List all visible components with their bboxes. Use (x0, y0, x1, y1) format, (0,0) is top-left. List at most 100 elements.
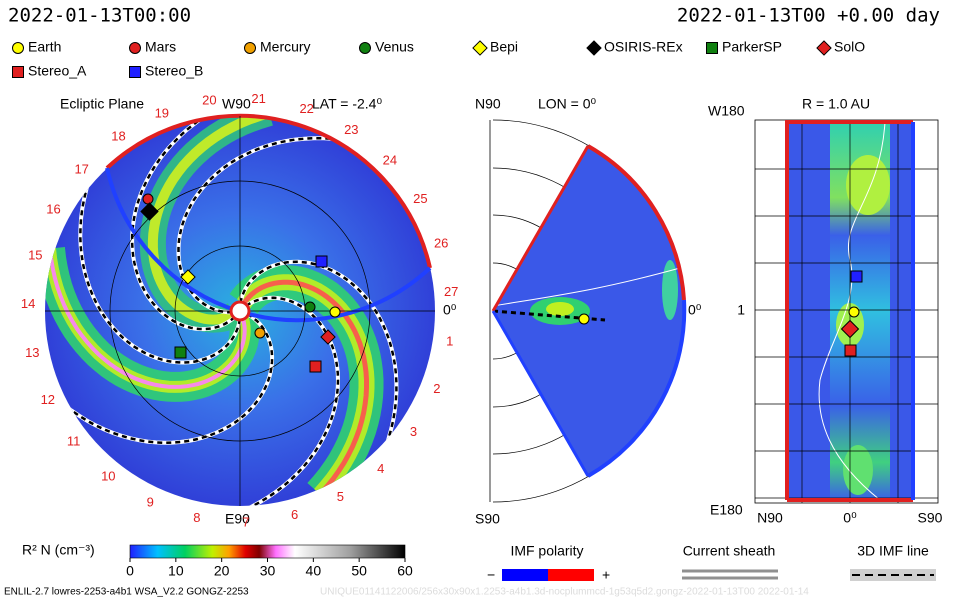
legend-label: Mars (145, 39, 176, 55)
sector-label: 14 (21, 296, 35, 311)
legend-label: Venus (375, 39, 414, 55)
sector-label: 1 (446, 333, 453, 348)
blob (546, 302, 574, 316)
legend-marker (359, 42, 371, 54)
imf-line (62, 313, 274, 445)
sector-label: 19 (155, 105, 169, 120)
sector-label: 16 (46, 202, 60, 217)
radial-title: R = 1.0 AU (802, 96, 870, 112)
colorbar-tick-label: 50 (351, 563, 367, 579)
colorbar-tick-label: 40 (306, 563, 322, 579)
ecliptic-title: Ecliptic Plane (60, 96, 144, 112)
marker-parker (174, 346, 187, 359)
sector-label: 25 (413, 191, 427, 206)
sector-label: 11 (67, 434, 81, 449)
sector-label: 2 (433, 381, 440, 396)
imf-title: IMF polarity (510, 543, 583, 559)
marker-stereo-a (309, 360, 322, 373)
legend-marker (12, 66, 24, 78)
meridional-top: N90 (475, 96, 501, 112)
radial-mid: 1 (737, 302, 745, 318)
marker-earth (578, 313, 590, 325)
imf-line (177, 136, 345, 314)
marker-earth (848, 306, 860, 318)
sector-label: 21 (251, 91, 265, 106)
radial-bottom-left: E180 (710, 502, 743, 518)
marker-osiris (140, 202, 159, 221)
imf-line (241, 296, 340, 506)
legend-marker (816, 40, 832, 56)
ring (174, 245, 306, 377)
imf-minus (502, 569, 548, 581)
meridional-bottom: S90 (475, 511, 500, 527)
legend-label: Bepi (490, 39, 518, 55)
sector-label: 5 (337, 489, 344, 504)
marker-venus (304, 301, 316, 313)
imf-plus (548, 569, 594, 581)
legend-label: ParkerSP (722, 39, 782, 55)
edge-red (785, 120, 913, 500)
sector-label: 23 (344, 122, 358, 137)
legend-marker (706, 42, 718, 54)
sector-label: 20 (202, 93, 216, 108)
radial-tick: 0⁰ (843, 510, 857, 526)
legend-label: OSIRIS-REx (604, 39, 683, 55)
imf-line (79, 179, 242, 364)
legend-marker (472, 40, 488, 56)
sector-label: 17 (74, 161, 88, 176)
time-right: 2022-01-13T00 +0.00 day (677, 5, 940, 27)
sector-label: 13 (25, 345, 39, 360)
blob (846, 155, 890, 215)
sector-label: 9 (147, 494, 154, 509)
lon: LON = 0⁰ (538, 96, 597, 112)
sector-label: 10 (101, 469, 115, 484)
ecliptic-bottom: E90 (225, 511, 250, 527)
radial-plot: W180 R = 1.0 AU 1 E180 N90 0⁰ S90 (708, 96, 943, 526)
colorbar-tick-label: 20 (214, 563, 230, 579)
radial-tick: S90 (918, 510, 943, 526)
legend-marker (129, 42, 141, 54)
blob (662, 260, 678, 320)
colorbar (129, 544, 406, 559)
marker-mercury (254, 327, 266, 339)
marker-solo (320, 329, 336, 345)
legend-label: Mercury (260, 39, 311, 55)
legend-label: Stereo_A (28, 63, 87, 79)
rim-red (105, 113, 432, 269)
sector-label: 22 (299, 101, 313, 116)
radial-top-left: W180 (708, 103, 745, 119)
ring (109, 180, 371, 442)
colorbar-ticks: 0 10 20 30 40 50 60 (126, 558, 413, 579)
legend-marker (12, 42, 24, 54)
legend: Earth Mars Mercury Venus Bepi OSIRIS-REx Parke… (12, 39, 865, 79)
legend-marker (244, 42, 256, 54)
marker-stereo-a (844, 344, 857, 357)
sheath (492, 267, 681, 307)
sector-label: 8 (193, 510, 200, 525)
legend-marker (129, 66, 141, 78)
legend-label: Stereo_B (145, 63, 203, 79)
stream-band (147, 116, 271, 325)
imf-line (130, 116, 236, 331)
imf-line (239, 260, 398, 450)
sector-label: 12 (41, 392, 55, 407)
ecliptic-top: W90 (222, 96, 251, 112)
sector-label: 4 (377, 461, 384, 476)
legend-marker (586, 40, 602, 56)
rim-blue (587, 299, 687, 478)
marker-bepi (180, 269, 196, 285)
blob (843, 445, 873, 495)
ecliptic-plot: Ecliptic Plane W90 LAT = -2.4⁰ E90 0⁰ 12… (21, 91, 459, 529)
sector-label: 7 (242, 514, 249, 529)
marker-mars (142, 193, 154, 205)
colorbar-tick-label: 60 (397, 563, 413, 579)
lat: LAT = -2.4⁰ (312, 96, 382, 112)
meridional-right: 0⁰ (688, 302, 702, 318)
time-left: 2022-01-13T00:00 (8, 5, 191, 27)
edge (491, 310, 590, 477)
sector-label: 26 (434, 236, 448, 251)
footer-faint: UNIQUE01141122006/256x30x90x1.2253-a4b1.… (320, 587, 809, 598)
marker-stereo-b (315, 255, 328, 268)
